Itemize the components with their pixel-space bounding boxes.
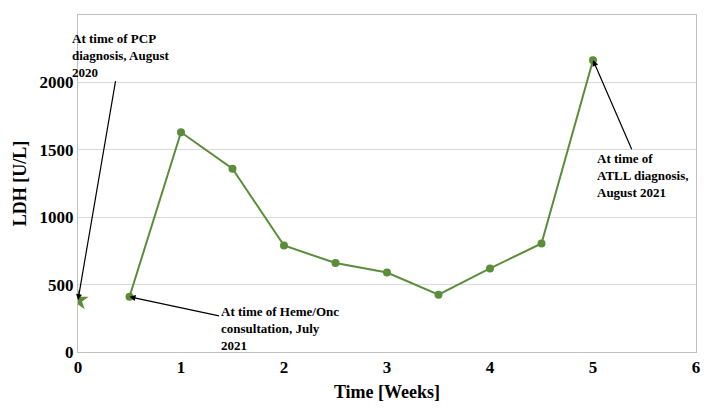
svg-text:0: 0 [65,343,74,362]
svg-text:At time of Heme/Oncconsultatio: At time of Heme/Oncconsultation, July202… [221,304,339,353]
svg-text:1000: 1000 [40,208,74,227]
svg-text:Time [Weeks]: Time [Weeks] [334,382,440,402]
svg-text:500: 500 [48,276,74,295]
svg-text:5: 5 [589,358,598,377]
svg-text:1: 1 [177,358,186,377]
svg-text:2: 2 [280,358,289,377]
svg-text:1500: 1500 [40,141,74,160]
svg-text:LDH [U/L]: LDH [U/L] [10,141,30,227]
svg-text:At time ofATLL diagnosis,Augus: At time ofATLL diagnosis,August 2021 [597,151,689,200]
svg-text:2000: 2000 [40,73,74,92]
svg-text:4: 4 [486,358,495,377]
svg-text:6: 6 [692,358,701,377]
svg-text:At time of PCPdiagnosis, Augus: At time of PCPdiagnosis, August2020 [72,31,169,80]
svg-text:3: 3 [383,358,392,377]
svg-text:0: 0 [74,358,83,377]
